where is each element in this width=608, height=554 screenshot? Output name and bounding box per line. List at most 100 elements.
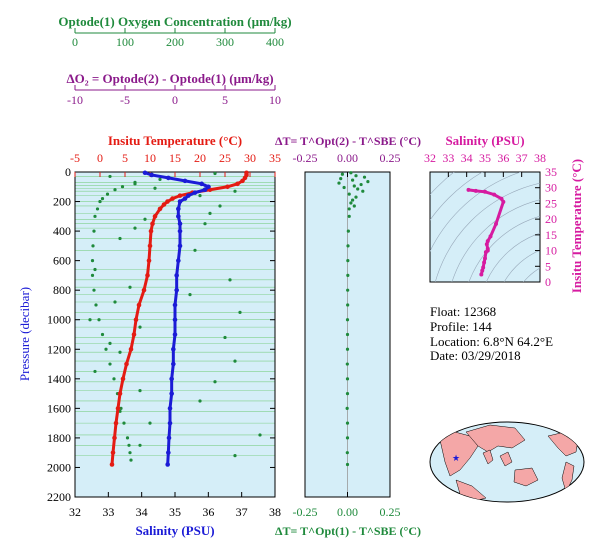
map-land <box>439 431 479 477</box>
info-date: Date: 03/29/2018 <box>430 348 521 363</box>
delta-t-point <box>339 177 343 181</box>
delta-t-top-title: ΔT= T^Opt(2) - T^SBE (°C) <box>275 134 421 148</box>
y-tick-label: 1400 <box>47 372 71 386</box>
salinity-axis-label: Salinity (PSU) <box>135 523 214 538</box>
oxygen-point <box>98 199 102 204</box>
delta-t-point <box>362 175 367 179</box>
salinity-tick-label: 32 <box>69 505 81 519</box>
temperature-point <box>150 221 155 227</box>
oxygen-point <box>133 182 137 186</box>
oxygen-point <box>158 177 162 181</box>
delta-t-point <box>345 362 349 366</box>
info-profile: Profile: 144 <box>430 319 492 334</box>
temperature-point <box>177 193 183 198</box>
ts-point <box>488 234 493 239</box>
temperature-tick-label: -5 <box>70 151 80 165</box>
delta-t-point <box>352 184 356 188</box>
oxygen-point <box>122 421 126 425</box>
salinity-point <box>166 175 171 181</box>
delta-t-point <box>366 180 370 184</box>
delta_o2-point <box>108 174 112 179</box>
ts-x-tick-label: 34 <box>461 151 473 165</box>
oxygen-point <box>91 244 95 248</box>
delta_o2-point <box>88 318 92 322</box>
oxygen-point <box>113 188 117 192</box>
delta_o2-point <box>203 222 207 226</box>
y-tick-label: 600 <box>53 254 71 268</box>
salinity-point <box>174 273 179 278</box>
delta_o2-point <box>238 310 242 314</box>
delta-o2-axis-label: ΔO₂ = Optode(2) - Optode(1) (µm/kg) <box>66 71 273 86</box>
delta-t-point <box>347 207 351 211</box>
delta_o2-point <box>188 293 192 297</box>
temperature-point <box>128 346 134 352</box>
oxygen-point <box>92 288 96 292</box>
ts-x-axis-label: Salinity (PSU) <box>445 133 524 148</box>
world-map: ★ <box>429 421 585 503</box>
salinity-point <box>171 346 176 352</box>
temperature-point <box>157 206 163 212</box>
temperature-point <box>110 450 116 455</box>
oxygen-point <box>94 303 98 307</box>
ts-y-tick-label: 15 <box>545 228 557 242</box>
delta_o2-point <box>118 350 122 354</box>
y-tick-label: 1600 <box>47 401 71 415</box>
oxygen-tick-label: 200 <box>166 35 184 49</box>
delta-t-point <box>340 172 344 176</box>
ts-point <box>481 265 486 270</box>
oxygen-point <box>90 259 95 263</box>
oxygen-point <box>120 185 125 189</box>
y-tick-label: 1200 <box>47 342 71 356</box>
salinity-point <box>176 214 181 219</box>
delta_o2-point <box>143 217 147 221</box>
salinity-point <box>192 190 198 195</box>
y-axis-label: Pressure (decibar) <box>17 287 32 381</box>
ts-y-tick-label: 35 <box>545 165 557 179</box>
salinity-point <box>166 450 171 455</box>
delta_o2-point <box>233 189 237 193</box>
delta-t-point <box>342 185 346 190</box>
temperature-tick-label: 0 <box>97 151 103 165</box>
temperature-point <box>161 202 167 207</box>
ts-point <box>473 188 478 193</box>
delta_o2-point <box>213 380 217 384</box>
y-tick-label: 800 <box>53 283 71 297</box>
temperature-point <box>117 391 123 396</box>
salinity-point <box>199 181 204 187</box>
delta-o2-tick-label: -5 <box>120 93 130 107</box>
salinity-point <box>176 258 181 263</box>
salinity-point <box>167 420 173 426</box>
oxygen-tick-label: 100 <box>116 35 134 49</box>
delta-t-point <box>356 187 360 191</box>
temperature-point <box>141 287 147 293</box>
delta_o2-point <box>193 248 197 252</box>
oxygen-point <box>92 229 96 233</box>
delta_o2-point <box>118 236 122 241</box>
temperature-tick-label: 30 <box>244 151 256 165</box>
temperature-tick-label: 20 <box>194 151 206 165</box>
ts-point <box>466 187 471 192</box>
delta-t-point <box>351 178 355 182</box>
oxygen-point <box>108 362 112 366</box>
y-tick-label: 200 <box>53 195 71 209</box>
delta-t-point <box>346 288 350 292</box>
delta_o2-point <box>93 369 97 374</box>
oxygen-point <box>90 273 95 278</box>
ts-x-tick-label: 36 <box>497 151 509 165</box>
delta-t-point <box>337 181 341 185</box>
ts-point <box>479 272 484 277</box>
salinity-point <box>177 243 183 249</box>
salinity-tick-label: 35 <box>169 505 181 519</box>
map-land <box>499 451 513 467</box>
delta_o2-point <box>93 267 97 272</box>
temperature-point <box>136 302 142 308</box>
delta-t-point <box>346 244 350 248</box>
salinity-point <box>176 206 181 212</box>
salinity-point <box>177 221 183 227</box>
delta-o2-tick-label: 0 <box>172 93 178 107</box>
delta_o2-point <box>233 359 237 363</box>
y-tick-label: 400 <box>53 224 71 238</box>
oxygen-point <box>128 451 132 455</box>
temperature-point <box>170 196 175 201</box>
